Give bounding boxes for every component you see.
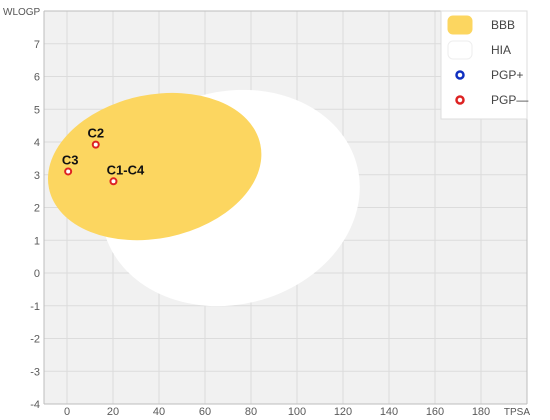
- point-label: C1-C4: [107, 162, 145, 177]
- x-tick-label: 160: [426, 406, 444, 418]
- y-tick-label: 3: [34, 170, 40, 182]
- legend-label: BBB: [491, 18, 515, 32]
- x-tick-label: 80: [245, 406, 257, 418]
- legend-swatch: [447, 15, 473, 35]
- y-tick-label: -3: [30, 366, 40, 378]
- data-point: [64, 167, 73, 176]
- y-tick-label: 5: [34, 104, 40, 116]
- data-point: [91, 140, 100, 149]
- x-axis-title: TPSA: [504, 407, 530, 418]
- y-tick-label: 2: [34, 203, 40, 215]
- point-label: C3: [62, 152, 79, 167]
- y-tick-label: 1: [34, 235, 40, 247]
- legend-label: PGP+: [491, 68, 523, 82]
- y-axis-title: WLOGP: [3, 7, 41, 18]
- x-tick-label: 140: [380, 406, 398, 418]
- legend-label: PGP—: [491, 93, 528, 107]
- data-point: [109, 177, 118, 186]
- x-tick-label: 180: [472, 406, 490, 418]
- x-tick-label: 120: [334, 406, 352, 418]
- legend-marker: [455, 95, 465, 105]
- x-tick-label: 40: [153, 406, 165, 418]
- y-tick-label: -2: [30, 334, 40, 346]
- x-tick-label: 100: [288, 406, 306, 418]
- x-tick-label: 60: [199, 406, 211, 418]
- x-tick-label: 20: [107, 406, 119, 418]
- y-tick-label: -4: [30, 399, 40, 411]
- point-label: C2: [87, 126, 104, 141]
- y-tick-label: -1: [30, 301, 40, 313]
- legend-label: HIA: [491, 43, 511, 57]
- legend-swatch: [447, 40, 473, 60]
- points: C2 C3 C1-C4: [62, 126, 145, 186]
- y-tick-label: 0: [34, 268, 40, 280]
- y-tick-label: 4: [34, 137, 40, 149]
- region-bbb: [47, 92, 262, 241]
- axes: 0 20 40 60 80 100 120 140 160 180 -4 -3 -2 -1 0 1 2 3 4 5 6 7: [30, 10, 528, 418]
- legend: BBB HIA PGP+ PGP—: [440, 10, 528, 120]
- x-tick-label: 0: [64, 406, 70, 418]
- y-tick-label: 7: [34, 39, 40, 51]
- legend-marker: [455, 70, 465, 80]
- y-tick-label: 6: [34, 72, 40, 84]
- regions: [47, 89, 360, 307]
